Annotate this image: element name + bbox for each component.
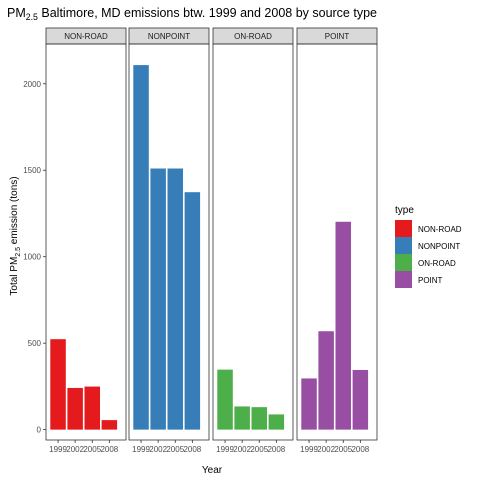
panel-border	[296, 43, 378, 441]
legend-swatch	[395, 254, 412, 271]
bar	[268, 414, 285, 430]
bar	[217, 369, 233, 430]
bar	[167, 168, 183, 430]
legend-swatch	[395, 271, 412, 288]
bar	[150, 168, 166, 430]
bar	[234, 406, 250, 430]
legend: type NON-ROAD NONPOINT ON-ROAD POINT	[395, 205, 462, 288]
panel-border	[128, 43, 210, 441]
x-tick-label: 2008	[183, 445, 201, 454]
x-tick-label: 2005	[334, 445, 352, 454]
x-tick-label: 1999	[132, 445, 150, 454]
facet-strip-label: NONPOINT	[148, 32, 190, 41]
facet-panel: NON-ROAD 1999 2002 2005 2008	[45, 27, 127, 454]
bar	[50, 339, 66, 430]
y-tick-label: 0	[37, 426, 42, 435]
x-tick-label: 1999	[49, 445, 67, 454]
legend-label: ON-ROAD	[418, 259, 456, 268]
bar	[301, 378, 317, 430]
facet-panel: NONPOINT 1999 2002 2005 2008	[128, 27, 210, 454]
bar	[184, 192, 201, 430]
x-axis-title: Year	[202, 465, 223, 476]
x-tick-label: 2005	[250, 445, 268, 454]
legend-title: type	[395, 205, 414, 216]
bar	[251, 407, 267, 430]
bar	[133, 65, 149, 430]
facet-panel: POINT 1999 2002 2005 2008	[296, 27, 378, 454]
y-axis-title: Total PM2.5 emission (tons)	[9, 176, 22, 295]
bar	[84, 386, 100, 430]
y-tick-label: 500	[28, 339, 42, 348]
bar	[101, 420, 118, 430]
y-tick-label: 2000	[23, 80, 41, 89]
x-tick-label: 2008	[267, 445, 285, 454]
facet-panel: ON-ROAD 1999 2002 2005 2008	[212, 27, 294, 454]
y-tick-label: 1500	[23, 166, 41, 175]
y-tick-label: 1000	[23, 253, 41, 262]
chart-title: PM2.5 Baltimore, MD emissions btw. 1999 …	[7, 6, 377, 22]
x-tick-label: 2005	[166, 445, 184, 454]
facet-strip-label: NON-ROAD	[64, 32, 108, 41]
x-tick-label: 2002	[233, 445, 251, 454]
legend-swatch	[395, 237, 412, 254]
bar	[352, 369, 369, 430]
x-tick-label: 2002	[317, 445, 335, 454]
x-tick-label: 1999	[216, 445, 234, 454]
bar	[67, 387, 83, 430]
bar	[335, 221, 351, 430]
panel-border	[45, 43, 127, 441]
legend-label: POINT	[418, 276, 443, 285]
x-tick-label: 2002	[66, 445, 84, 454]
y-axis: 0 500 1000 1500 2000	[23, 80, 46, 435]
legend-swatch	[395, 220, 412, 237]
legend-label: NONPOINT	[418, 242, 460, 251]
x-tick-label: 2005	[83, 445, 101, 454]
facet-strip-label: ON-ROAD	[234, 32, 272, 41]
x-tick-label: 2008	[351, 445, 369, 454]
x-tick-label: 2002	[149, 445, 167, 454]
bar	[318, 331, 334, 430]
x-tick-label: 1999	[300, 445, 318, 454]
legend-label: NON-ROAD	[418, 225, 462, 234]
facet-strip-label: POINT	[325, 32, 350, 41]
x-tick-label: 2008	[100, 445, 118, 454]
panel-border	[212, 43, 294, 441]
